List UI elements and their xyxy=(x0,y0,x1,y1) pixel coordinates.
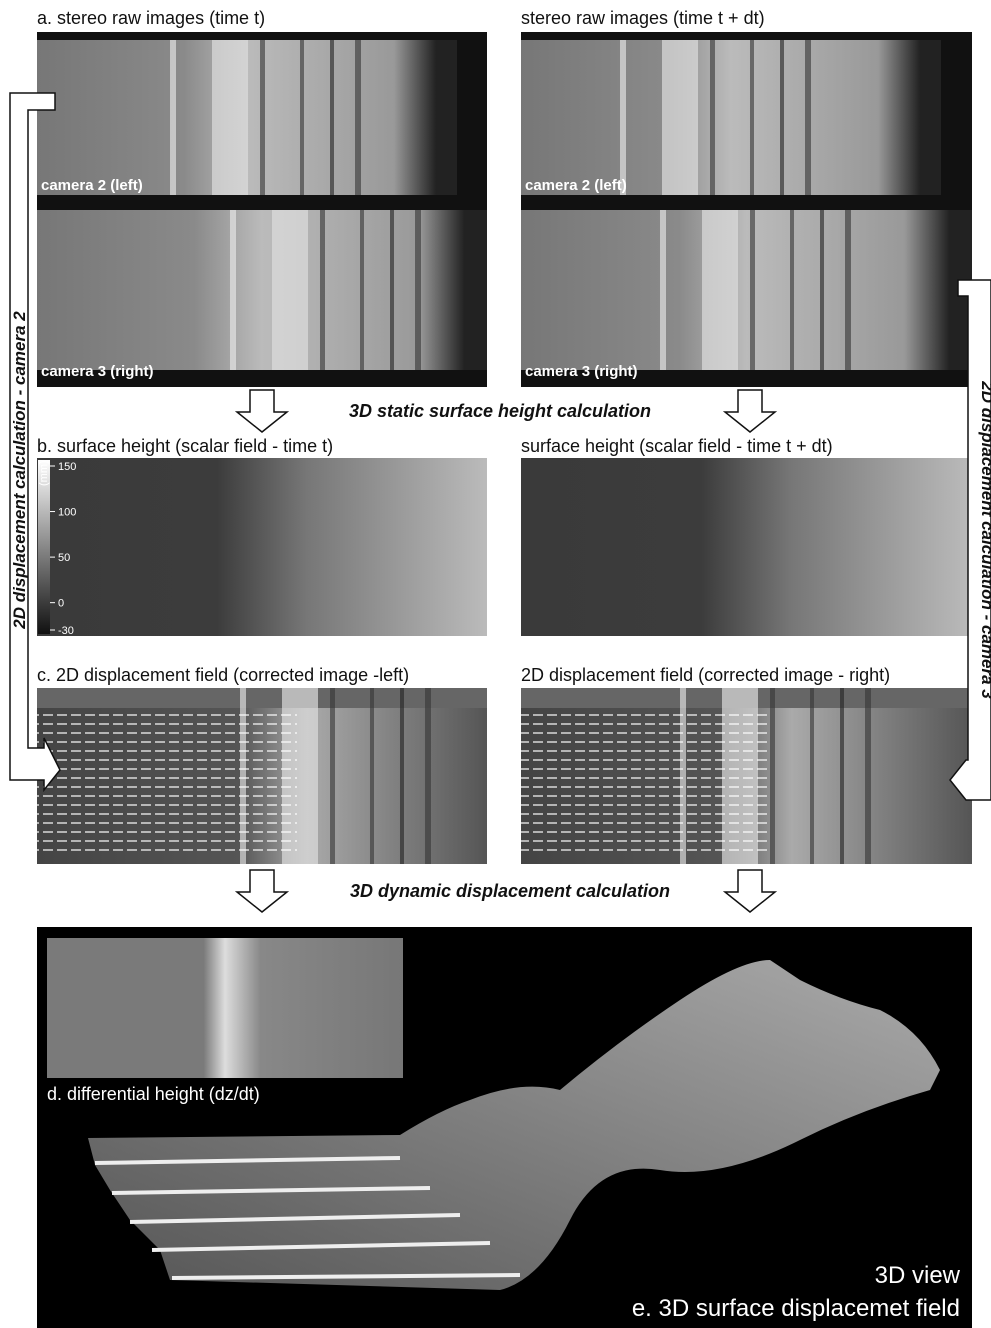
height-map xyxy=(37,458,487,636)
raw-image: camera 2 (left) camera 3 (right) xyxy=(37,32,547,387)
panel-title: d. differential height (dz/dt) xyxy=(47,1084,260,1104)
colorbar-tick-label: 50 xyxy=(58,552,70,564)
displacement-image xyxy=(37,688,557,864)
inset-image xyxy=(47,938,403,1078)
panel-title: surface height (scalar field - time t + … xyxy=(521,436,833,456)
camera-label: camera 3 (right) xyxy=(41,363,154,380)
raw-image: camera 2 (left) camera 3 (right) xyxy=(521,32,991,387)
colorbar-tick-label: 150 xyxy=(58,461,76,473)
panel-title: c. 2D displacement field (corrected imag… xyxy=(37,665,409,685)
colorbar-unit: (mm) xyxy=(38,460,50,486)
step-label: 3D dynamic displacement calculation xyxy=(350,881,670,901)
colorbar-tick-label: 100 xyxy=(58,507,76,519)
camera-label: camera 2 (left) xyxy=(41,177,143,194)
panel-title: b. surface height (scalar field - time t… xyxy=(37,436,333,456)
camera-label: camera 3 (right) xyxy=(525,363,638,380)
camera-label: camera 2 (left) xyxy=(525,177,627,194)
displacement-image xyxy=(521,688,991,864)
panel-title: e. 3D surface displacemet field xyxy=(632,1295,960,1322)
side-label: 2D displacement calculation - camera 2 xyxy=(10,311,29,630)
panel-title: stereo raw images (time t + dt) xyxy=(521,8,765,28)
panel-title: a. stereo raw images (time t) xyxy=(37,8,265,28)
step-label: 3D static surface height calculation xyxy=(349,401,651,421)
view-label: 3D view xyxy=(875,1262,961,1289)
figure: a. stereo raw images (time t) stereo raw… xyxy=(0,0,991,1328)
colorbar-tick-label: -30 xyxy=(58,625,74,637)
height-map xyxy=(521,458,972,636)
panel-title: 2D displacement field (corrected image -… xyxy=(521,665,890,685)
side-label: 2D displacement calculation - camera 3 xyxy=(978,380,991,699)
colorbar-tick-label: 0 xyxy=(58,598,64,610)
